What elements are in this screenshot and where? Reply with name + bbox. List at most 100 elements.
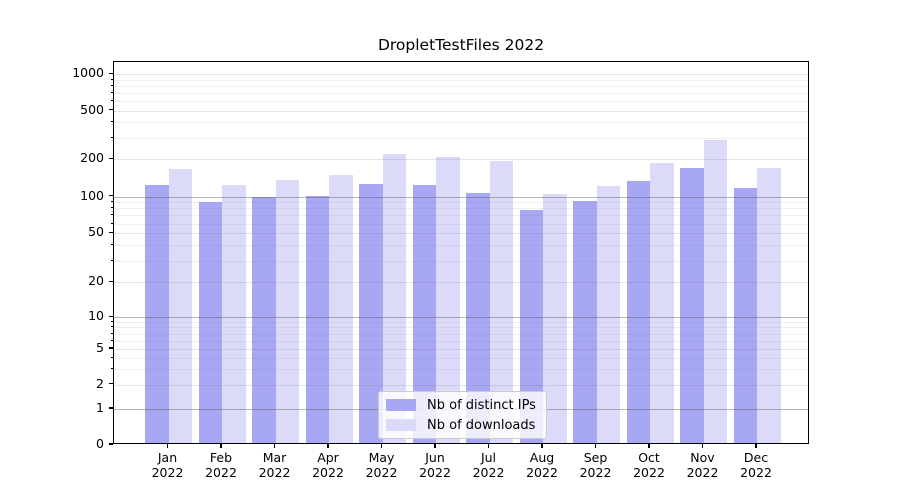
gridline-minor-600 (114, 101, 808, 103)
chart-title: DropletTestFiles 2022 (377, 36, 545, 54)
y-tick-mark-minor (110, 201, 113, 203)
y-tick-mark-minor (110, 78, 113, 80)
x-tick-mark (701, 444, 704, 448)
x-tick-year: 2022 (472, 465, 505, 480)
bar-s2-aug (543, 193, 567, 443)
y-tick-mark-minor (110, 92, 113, 94)
x-tick-label: Feb 2022 (186, 450, 256, 480)
gridline-minor-400 (114, 122, 808, 124)
y-tick-mark (109, 109, 113, 111)
x-tick-label: May 2022 (347, 450, 417, 480)
bar-s2-jan (168, 169, 192, 443)
x-tick-mark (648, 444, 650, 448)
bar-s1-sep (573, 200, 597, 443)
legend-swatch-1 (386, 399, 416, 411)
gridline-minor-700 (114, 93, 808, 95)
x-tick-year: 2022 (312, 465, 344, 480)
x-tick-year: 2022 (526, 465, 558, 480)
bar-s1-mar (252, 196, 276, 443)
x-tick-year: 2022 (633, 465, 665, 480)
y-tick-mark-minor (110, 367, 113, 369)
x-tick-year: 2022 (258, 465, 291, 480)
x-tick-month: Oct (638, 450, 660, 465)
gridline-minor-60 (114, 223, 808, 225)
gridline-minor-3 (114, 368, 808, 370)
bar-s2-feb (222, 184, 246, 443)
gridline-minor-9 (114, 321, 808, 323)
y-tick-mark-minor (110, 214, 113, 216)
bar-s1-jan (145, 184, 169, 443)
x-tick-label: Oct 2022 (614, 450, 684, 480)
x-tick-mark (220, 444, 222, 448)
y-tick-label: 1 (96, 400, 104, 416)
plot-area (113, 61, 809, 444)
y-tick-label: 10 (88, 308, 104, 324)
bar-s2-may (382, 154, 406, 443)
y-tick-label: 200 (80, 150, 104, 166)
x-tick-label: Nov 2022 (668, 450, 738, 480)
x-tick-label: Apr 2022 (293, 450, 363, 480)
x-tick-month: Nov (690, 450, 715, 465)
y-tick-mark (109, 315, 113, 317)
x-tick-year: 2022 (365, 465, 398, 480)
x-tick-mark (434, 444, 436, 448)
gridline-minor-4 (114, 357, 808, 359)
y-tick-mark (109, 231, 113, 233)
y-tick-label: 1000 (72, 65, 104, 81)
legend-label-2: Nb of downloads (427, 417, 536, 433)
bar-s2-apr (329, 174, 353, 443)
bar-s1-jun (412, 184, 436, 443)
gridline-minor-70 (114, 215, 808, 217)
y-tick-label: 2 (96, 375, 104, 391)
x-tick-label: Jul 2022 (454, 450, 524, 480)
legend-item-1: Nb of distinct IPs (386, 397, 536, 413)
y-tick-mark-minor (110, 356, 113, 358)
gridline-500 (114, 110, 808, 112)
gridline-2 (114, 384, 808, 386)
y-tick-label: 5 (96, 340, 104, 356)
bar-s1-may (359, 183, 383, 443)
x-tick-month: Aug (529, 450, 555, 465)
gridline-minor-80 (114, 208, 808, 210)
legend-label-1: Nb of distinct IPs (427, 397, 536, 413)
bar-s1-apr (305, 195, 329, 443)
gridline-minor-8 (114, 327, 808, 329)
y-tick-mark-minor (110, 222, 113, 224)
y-tick-mark (109, 383, 113, 385)
x-tick-mark (541, 444, 543, 448)
gridline-minor-7 (114, 333, 808, 335)
gridline-minor-800 (114, 86, 808, 87)
gridline-minor-30 (114, 260, 808, 262)
x-tick-month: Sep (583, 450, 608, 465)
x-tick-year: 2022 (205, 465, 237, 480)
y-tick-mark-minor (110, 259, 113, 261)
bar-s2-oct (650, 163, 674, 443)
bar-s2-jul (489, 161, 513, 443)
x-tick-mark (327, 444, 329, 448)
bar-s1-jul (466, 192, 490, 443)
x-tick-month: Mar (262, 450, 287, 465)
bar-s1-dec (733, 187, 757, 443)
x-tick-month: Jul (480, 450, 497, 465)
bar-s2-nov (703, 140, 727, 443)
x-tick-month: Dec (743, 450, 769, 465)
x-tick-mark (380, 444, 383, 448)
gridline-200 (114, 159, 808, 161)
x-tick-mark (273, 444, 276, 448)
y-tick-mark-minor (110, 85, 113, 86)
gridline-minor-300 (114, 137, 808, 139)
y-tick-label: 50 (88, 224, 104, 240)
x-tick-label: Aug 2022 (507, 450, 577, 480)
y-tick-mark (109, 157, 113, 159)
x-tick-year: 2022 (686, 465, 719, 480)
y-tick-mark-minor (110, 121, 113, 123)
legend: Nb of distinct IPs Nb of downloads (378, 391, 547, 439)
y-tick-label: 100 (80, 187, 104, 203)
bar-s2-sep (596, 185, 620, 443)
x-tick-mark (487, 444, 490, 448)
x-tick-month: May (368, 450, 395, 465)
y-tick-mark-minor (110, 339, 113, 341)
y-tick-mark (109, 72, 113, 74)
x-tick-year: 2022 (579, 465, 612, 480)
x-tick-mark (755, 444, 757, 448)
